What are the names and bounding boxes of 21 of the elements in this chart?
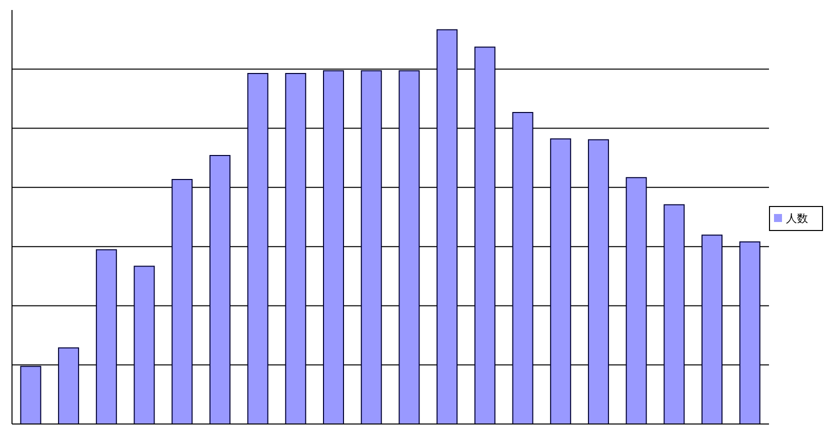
bar [285,72,306,424]
bar [58,347,80,424]
bar [134,266,155,424]
bar [702,234,723,424]
bar [739,241,760,424]
bar [398,70,420,424]
bar [512,112,534,424]
bar [588,139,609,424]
bar [96,249,117,424]
bar [436,29,458,424]
bar [664,204,685,424]
bar [323,70,344,424]
bar [172,179,193,424]
bar [209,154,230,424]
legend-label: 人数 [786,212,808,224]
bar [20,366,42,424]
bar [360,70,382,424]
bar [474,46,496,424]
bar [626,177,647,424]
bar [247,72,268,424]
bar [550,138,572,424]
